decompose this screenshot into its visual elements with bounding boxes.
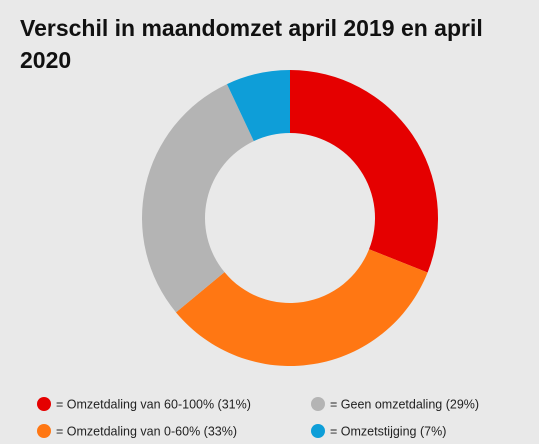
donut-segment: [175, 249, 428, 366]
donut-segment: [290, 70, 439, 273]
legend-label: = Omzetstijging (7%): [330, 424, 446, 438]
legend-label: = Omzetdaling van 60-100% (31%): [56, 397, 251, 411]
legend-swatch: [311, 397, 325, 411]
legend-label: = Omzetdaling van 0-60% (33%): [56, 424, 237, 438]
chart-title: Verschil in maandomzet april 2019 en apr…: [20, 15, 483, 73]
donut-segment: [226, 70, 290, 142]
legend-swatch: [37, 424, 51, 438]
legend-swatch: [37, 397, 51, 411]
legend-label: = Geen omzetdaling (29%): [330, 397, 479, 411]
legend-swatch: [311, 424, 325, 438]
donut-segment: [142, 84, 254, 313]
